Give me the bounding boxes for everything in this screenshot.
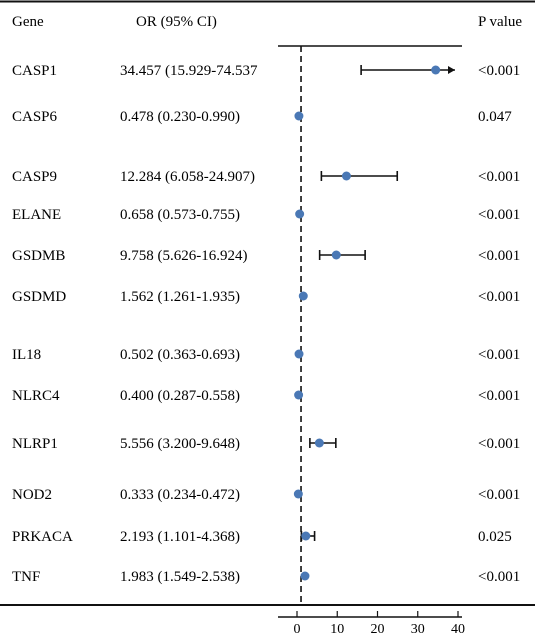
gene-label: NLRP1 <box>12 436 58 452</box>
or-point <box>294 390 304 400</box>
or-ci-label: 0.478 (0.230-0.990) <box>120 109 240 125</box>
p-value-label: <0.001 <box>478 248 520 264</box>
table-row: IL18 0.502 (0.363-0.693) <0.001 <box>12 347 520 363</box>
table-row: CASP1 34.457 (15.929-74.537 <0.001 <box>12 63 520 79</box>
or-ci-label: 9.758 (5.626-16.924) <box>120 248 248 264</box>
gene-label: IL18 <box>12 347 41 363</box>
x-tick-label: 20 <box>371 622 385 637</box>
x-tick-label: 30 <box>411 622 425 637</box>
or-point <box>293 489 303 499</box>
x-tick-label: 40 <box>451 622 465 637</box>
table-row: TNF 1.983 (1.549-2.538) <0.001 <box>12 569 520 585</box>
or-ci-label: 0.502 (0.363-0.693) <box>120 347 240 363</box>
p-value-label: 0.025 <box>478 529 512 545</box>
p-value-label: <0.001 <box>478 169 520 185</box>
p-value-label: <0.001 <box>478 487 520 503</box>
gene-label: PRKACA <box>12 529 73 545</box>
p-value-label: <0.001 <box>478 347 520 363</box>
or-point <box>300 571 310 581</box>
table-row: CASP9 12.284 (6.058-24.907) <0.001 <box>12 169 520 185</box>
or-point <box>341 171 351 181</box>
header-gene: Gene <box>12 14 44 30</box>
gene-label: GSDMD <box>12 289 66 305</box>
or-point <box>314 438 324 448</box>
p-value-label: <0.001 <box>478 63 520 79</box>
gene-label: TNF <box>12 569 40 585</box>
gene-label: CASP6 <box>12 109 58 125</box>
or-ci-label: 34.457 (15.929-74.537 <box>120 63 258 79</box>
table-row: NLRP1 5.556 (3.200-9.648) <0.001 <box>12 436 520 452</box>
p-value-label: <0.001 <box>478 289 520 305</box>
gene-label: CASP1 <box>12 63 57 79</box>
or-point <box>294 349 304 359</box>
gene-label: NOD2 <box>12 487 52 503</box>
x-tick-label: 0 <box>294 622 301 637</box>
table-row: ELANE 0.658 (0.573-0.755) <0.001 <box>12 207 520 223</box>
or-ci-label: 1.983 (1.549-2.538) <box>120 569 240 585</box>
or-ci-label: 2.193 (1.101-4.368) <box>120 529 240 545</box>
gene-label: CASP9 <box>12 169 57 185</box>
x-tick-label: 10 <box>330 622 344 637</box>
p-value-label: <0.001 <box>478 436 520 452</box>
or-ci-label: 0.400 (0.287-0.558) <box>120 388 240 404</box>
or-ci-label: 5.556 (3.200-9.648) <box>120 436 240 452</box>
header-p-value: P value <box>478 14 522 30</box>
p-value-label: <0.001 <box>478 569 520 585</box>
table-row: NOD2 0.333 (0.234-0.472) <0.001 <box>12 487 520 503</box>
p-value-label: <0.001 <box>478 388 520 404</box>
or-point <box>301 531 311 541</box>
or-ci-label: 0.333 (0.234-0.472) <box>120 487 240 503</box>
gene-label: NLRC4 <box>12 388 60 404</box>
or-point <box>331 250 341 260</box>
table-row: GSDMD 1.562 (1.261-1.935) <0.001 <box>12 289 520 305</box>
table-row: PRKACA 2.193 (1.101-4.368) 0.025 <box>12 529 512 545</box>
ci-arrow-icon <box>448 66 455 74</box>
or-ci-label: 0.658 (0.573-0.755) <box>120 207 240 223</box>
or-ci-label: 12.284 (6.058-24.907) <box>120 169 255 185</box>
gene-label: ELANE <box>12 207 61 223</box>
x-axis: 0 10 20 30 40 <box>278 611 465 637</box>
p-value-label: <0.001 <box>478 207 520 223</box>
table-row: GSDMB 9.758 (5.626-16.924) <0.001 <box>12 248 520 264</box>
or-point <box>298 291 308 301</box>
gene-label: GSDMB <box>12 248 65 264</box>
table-row: CASP6 0.478 (0.230-0.990) 0.047 <box>12 109 512 125</box>
or-point <box>294 111 304 121</box>
p-value-label: 0.047 <box>478 109 512 125</box>
rows-layer: CASP1 34.457 (15.929-74.537 <0.001 CASP6 0.4… <box>12 46 520 605</box>
header-or-ci: OR (95% CI) <box>136 14 217 30</box>
table-row: NLRC4 0.400 (0.287-0.558) <0.001 <box>12 388 520 404</box>
or-ci-label: 1.562 (1.261-1.935) <box>120 289 240 305</box>
or-point <box>431 65 441 75</box>
or-point <box>295 209 305 219</box>
